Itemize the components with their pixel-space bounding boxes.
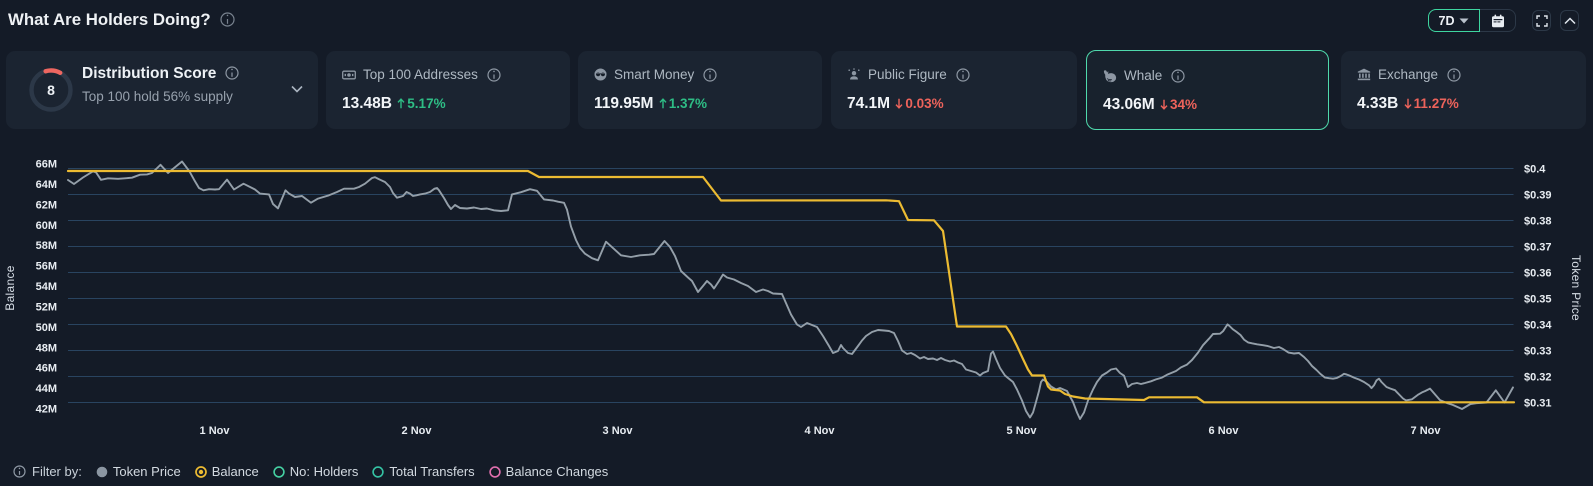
svg-text:6 Nov: 6 Nov bbox=[1209, 425, 1240, 437]
svg-text:$0.34: $0.34 bbox=[1524, 320, 1552, 332]
svg-text:62M: 62M bbox=[36, 199, 57, 211]
svg-text:64M: 64M bbox=[36, 179, 57, 191]
svg-text:$0.35: $0.35 bbox=[1524, 294, 1552, 306]
svg-text:54M: 54M bbox=[36, 281, 57, 293]
svg-text:$0.39: $0.39 bbox=[1524, 190, 1552, 202]
svg-text:8: 8 bbox=[47, 82, 55, 98]
svg-text:1 Nov: 1 Nov bbox=[200, 425, 231, 437]
svg-text:2 Nov: 2 Nov bbox=[402, 425, 433, 437]
svg-text:48M: 48M bbox=[36, 342, 57, 354]
svg-text:46M: 46M bbox=[36, 363, 57, 375]
svg-text:$0.38: $0.38 bbox=[1524, 216, 1552, 228]
svg-text:3 Nov: 3 Nov bbox=[603, 425, 634, 437]
svg-text:58M: 58M bbox=[36, 240, 57, 252]
svg-text:44M: 44M bbox=[36, 383, 57, 395]
svg-text:4 Nov: 4 Nov bbox=[805, 425, 836, 437]
svg-text:$0.37: $0.37 bbox=[1524, 242, 1552, 254]
svg-text:$0.32: $0.32 bbox=[1524, 372, 1552, 384]
svg-text:56M: 56M bbox=[36, 261, 57, 273]
svg-text:Token Price: Token Price bbox=[1569, 255, 1583, 321]
svg-text:66M: 66M bbox=[36, 159, 57, 171]
svg-text:Balance: Balance bbox=[3, 265, 17, 310]
svg-text:52M: 52M bbox=[36, 301, 57, 313]
svg-text:60M: 60M bbox=[36, 220, 57, 232]
svg-text:$0.4: $0.4 bbox=[1524, 164, 1546, 176]
svg-text:$0.31: $0.31 bbox=[1524, 398, 1552, 410]
svg-text:42M: 42M bbox=[36, 404, 57, 416]
svg-text:$0.36: $0.36 bbox=[1524, 268, 1552, 280]
svg-text:7 Nov: 7 Nov bbox=[1411, 425, 1442, 437]
svg-text:$0.33: $0.33 bbox=[1524, 346, 1552, 358]
svg-text:5 Nov: 5 Nov bbox=[1007, 425, 1038, 437]
svg-text:50M: 50M bbox=[36, 322, 57, 334]
